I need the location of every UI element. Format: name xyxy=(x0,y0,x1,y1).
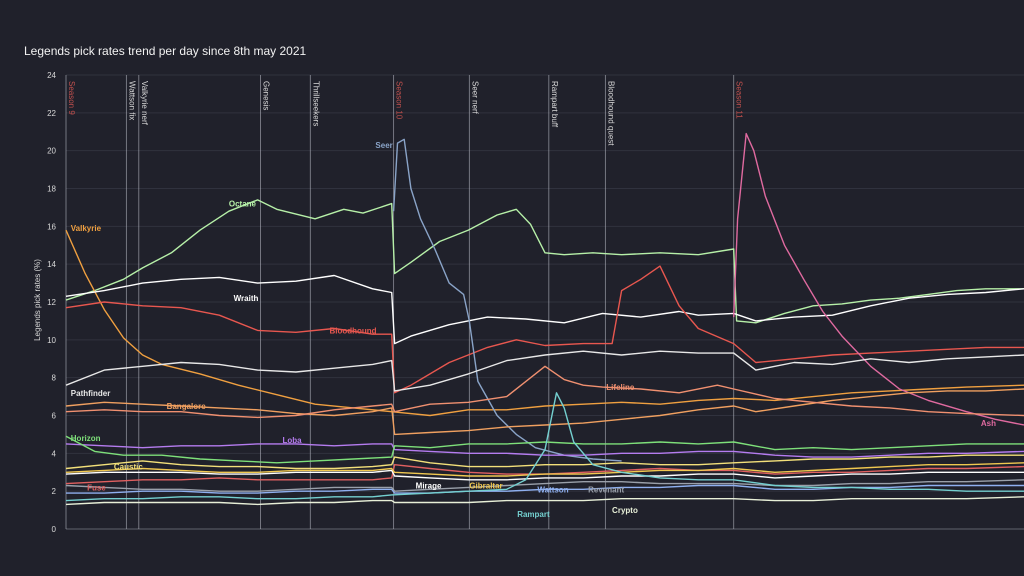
series-label-loba: Loba xyxy=(283,436,303,445)
series-line-rampart xyxy=(65,392,1024,502)
event-label-0: Season 9 xyxy=(67,81,76,115)
series-line-crypto xyxy=(65,496,1024,506)
series-lines xyxy=(65,132,1024,506)
series-line-horizon xyxy=(65,435,1024,464)
series-line-wraith xyxy=(65,274,1024,345)
y-tick-label-14: 14 xyxy=(47,260,56,269)
series-label-octane: Octane xyxy=(229,200,257,209)
series-label-rampart: Rampart xyxy=(517,510,550,519)
event-label-4: Thrillseekers xyxy=(311,81,320,126)
y-axis-label: Legends pick rates (%) xyxy=(33,259,42,341)
y-tick-label-22: 22 xyxy=(47,109,56,118)
y-tick-label-6: 6 xyxy=(52,412,57,421)
series-line-caustic xyxy=(65,454,1024,470)
series-label-lifeline: Lifeline xyxy=(606,383,635,392)
series-line-fuse xyxy=(65,464,1024,485)
grid xyxy=(66,74,1024,530)
event-label-8: Bloodhound quest xyxy=(606,81,615,146)
y-tick-label-8: 8 xyxy=(52,374,57,383)
series-label-ash: Ash xyxy=(981,419,996,428)
y-tick-label-18: 18 xyxy=(47,185,56,194)
chart-title: Legends pick rates trend per day since 8… xyxy=(24,44,307,58)
series-label-bloodhound: Bloodhound xyxy=(329,326,376,335)
event-label-6: Seer nerf xyxy=(470,81,479,115)
series-label-fuse: Fuse xyxy=(87,483,106,492)
series-line-valkyrie xyxy=(65,229,1024,417)
series-label-revenant: Revenant xyxy=(588,485,624,494)
event-label-7: Rampart buff xyxy=(550,81,559,128)
event-label-3: Genesis xyxy=(261,81,270,110)
series-line-octane xyxy=(65,199,1024,324)
series-line-gibraltar xyxy=(65,462,1024,477)
series-label-caustic: Caustic xyxy=(114,463,143,472)
series-label-crypto: Crypto xyxy=(612,506,638,515)
series-line-loba xyxy=(65,443,1024,458)
series-line-pathfinder xyxy=(65,350,1024,392)
y-tick-label-2: 2 xyxy=(52,487,57,496)
series-labels: Octane Valkyrie Wraith Bloodhound Seer Ash Pat… xyxy=(71,141,996,519)
event-label-9: Season 11 xyxy=(735,81,744,119)
series-label-mirage: Mirage xyxy=(416,481,442,490)
y-tick-label-16: 16 xyxy=(47,222,56,231)
y-tick-label-0: 0 xyxy=(52,525,57,534)
series-label-horizon: Horizon xyxy=(71,434,101,443)
y-tick-label-12: 12 xyxy=(47,298,56,307)
series-line-mirage xyxy=(65,469,1024,481)
series-line-seer xyxy=(392,138,622,462)
y-tick-label-24: 24 xyxy=(47,71,56,80)
series-line-ash xyxy=(733,132,1024,426)
series-label-gibraltar: Gibraltar xyxy=(469,481,502,490)
series-label-valkyrie: Valkyrie xyxy=(71,224,102,233)
series-line-bangalore xyxy=(65,388,1024,436)
series-label-pathfinder: Pathfinder xyxy=(71,389,111,398)
series-line-bloodhound xyxy=(65,265,1024,394)
series-label-bangalore: Bangalore xyxy=(167,402,207,411)
event-label-1: Wattson fix xyxy=(127,81,136,120)
series-label-wattson: Wattson xyxy=(537,485,568,494)
series-label-wraith: Wraith xyxy=(234,294,259,303)
y-tick-label-10: 10 xyxy=(47,336,56,345)
series-line-lifeline xyxy=(65,365,1024,419)
series-line-revenant xyxy=(65,479,1024,492)
y-tick-label-20: 20 xyxy=(47,147,56,156)
event-label-5: Season 10 xyxy=(395,81,404,120)
y-tick-label-4: 4 xyxy=(52,449,57,458)
series-label-seer: Seer xyxy=(375,141,392,150)
event-label-2: Valkyrie nerf xyxy=(140,81,149,126)
